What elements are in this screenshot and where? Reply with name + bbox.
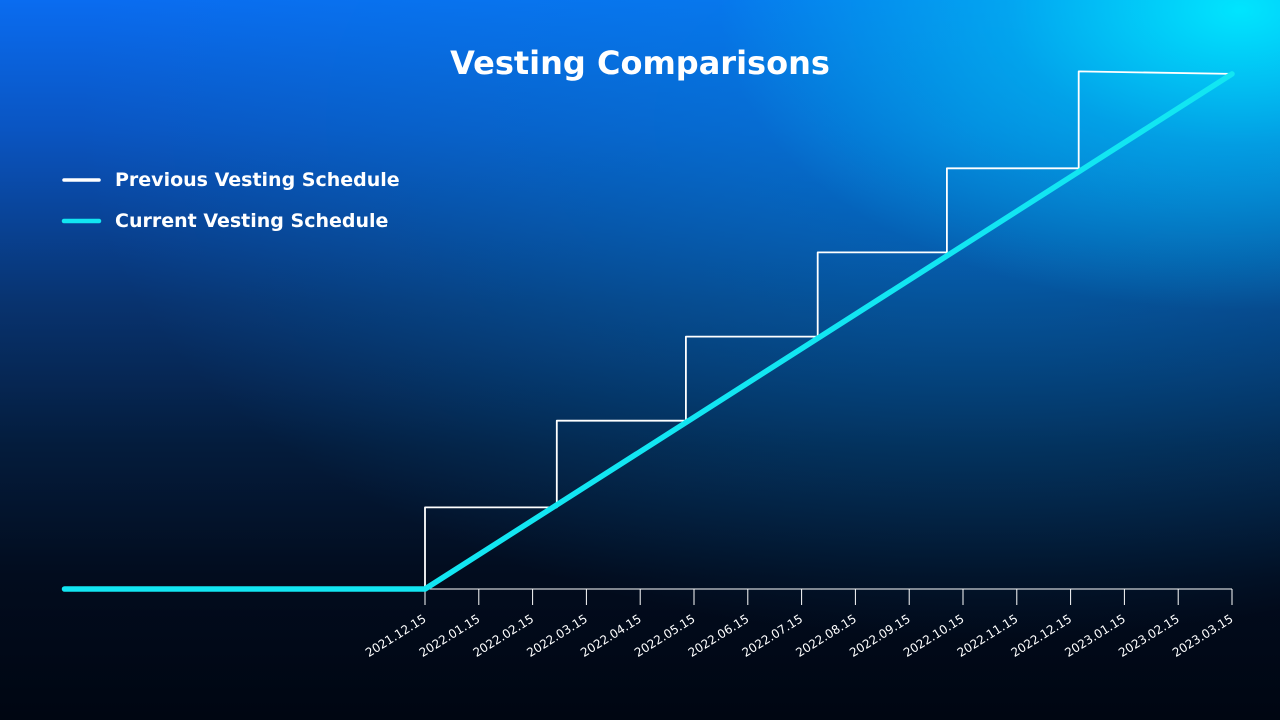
legend-label-previous: Previous Vesting Schedule — [115, 169, 400, 191]
current-schedule-line — [61, 71, 1235, 592]
x-axis: 2021.12.152022.01.152022.02.152022.03.15… — [363, 588, 1236, 660]
chart-title: Vesting Comparisons — [450, 44, 830, 82]
legend: Previous Vesting Schedule Current Vestin… — [61, 169, 400, 232]
x-tick-label: 2023.03.15 — [1170, 612, 1236, 660]
legend-item-current: Current Vesting Schedule — [61, 210, 388, 232]
legend-item-previous: Previous Vesting Schedule — [62, 169, 400, 191]
legend-label-current: Current Vesting Schedule — [115, 210, 388, 232]
series-layer — [61, 70, 1235, 592]
